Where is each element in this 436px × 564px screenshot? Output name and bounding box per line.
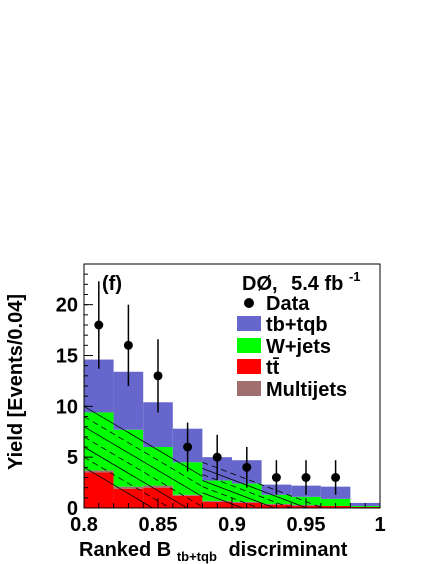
hatch-line: [84, 405, 203, 477]
hatch-line: [84, 456, 171, 508]
bar-tt-2: [143, 487, 173, 508]
experiment-label: DØ, 5.4 fb -1: [242, 269, 361, 295]
y-tick-label-2: 10: [56, 396, 78, 418]
y-tick-label-0: 0: [67, 498, 78, 520]
y-tick-label-4: 20: [56, 295, 78, 317]
bar-tt-3: [172, 495, 203, 508]
data-points: [94, 281, 341, 495]
legend-label-tb-tqb: tb+tqb: [266, 314, 328, 336]
data-point-8: [331, 473, 341, 482]
hatch-line: [202, 467, 308, 508]
hatch-line: [84, 446, 188, 508]
bar-w-jets-8: [320, 498, 351, 506]
x-axis-label-main: Ranked B: [79, 539, 171, 561]
bar-tt-1: [113, 488, 144, 508]
legend-label-multijets: Multijets: [266, 379, 347, 401]
y-tick-labels: 0 5 10 15 20: [56, 295, 78, 520]
x-tick-label-0: 0.8: [70, 514, 98, 536]
legend-label-data: Data: [266, 293, 310, 315]
luminosity-value: 5.4 fb: [291, 273, 343, 295]
bar-w-jets-4: [202, 480, 232, 501]
bar-multijets-4: [202, 500, 232, 502]
hatch-line: [84, 466, 154, 508]
y-axis-label: Yield [Events/0.04]: [5, 294, 27, 470]
bar-w-jets-1: [113, 429, 144, 487]
legend-swatch-w-jets: [237, 338, 261, 353]
x-tick-label-1: 0.85: [139, 514, 178, 536]
data-point-5: [242, 462, 252, 472]
panel-label: (f): [102, 273, 122, 295]
bar-w-jets-6: [261, 494, 292, 504]
data-point-0: [94, 320, 104, 330]
data-point-2: [153, 371, 163, 381]
data-point-1: [123, 340, 133, 350]
legend-swatch-multijets: [237, 381, 261, 396]
x-axis-label-tail: discriminant: [228, 539, 347, 561]
bar-multijets-2: [143, 485, 173, 488]
bar-tt-0: [84, 472, 114, 508]
y-tick-label-1: 5: [67, 447, 78, 469]
x-axis-label-sub: tb+tqb: [177, 549, 217, 564]
legend-label-tt: tt̄: [266, 357, 280, 379]
bar-multijets-0: [84, 470, 114, 473]
x-tick-label-4: 1: [374, 514, 385, 536]
hatch-line: [202, 474, 292, 508]
hatch-line: [84, 426, 203, 498]
bar-w-jets-2: [143, 447, 173, 486]
x-axis-label: Ranked B tb+tqb discriminant: [79, 539, 348, 564]
data-point-6: [271, 473, 281, 482]
luminosity-exponent: -1: [349, 269, 361, 284]
legend-label-w-jets: W+jets: [266, 336, 331, 358]
legend-swatch-tb-tqb: [237, 316, 261, 331]
legend-marker-data: [244, 298, 254, 308]
y-tick-label-3: 15: [56, 346, 78, 368]
x-tick-label-3: 0.95: [287, 514, 326, 536]
hatch-line: [202, 486, 260, 508]
hatch-line: [84, 436, 203, 508]
data-point-3: [183, 442, 193, 452]
bar-multijets-3: [172, 494, 203, 496]
data-point-7: [301, 473, 311, 482]
hatch-line: [84, 416, 203, 487]
bar-multijets-5: [232, 501, 262, 503]
axis-ticks: [83, 263, 381, 509]
bar-multijets-1: [113, 486, 144, 489]
x-tick-label-2: 0.9: [218, 514, 246, 536]
x-tick-labels: 0.8 0.85 0.9 0.95 1: [70, 514, 385, 536]
data-point-4: [212, 452, 222, 462]
hatch-line: [202, 492, 244, 508]
legend-swatch-tt: [237, 359, 261, 374]
experiment-name: DØ,: [242, 273, 278, 295]
hatch-line: [202, 461, 321, 508]
